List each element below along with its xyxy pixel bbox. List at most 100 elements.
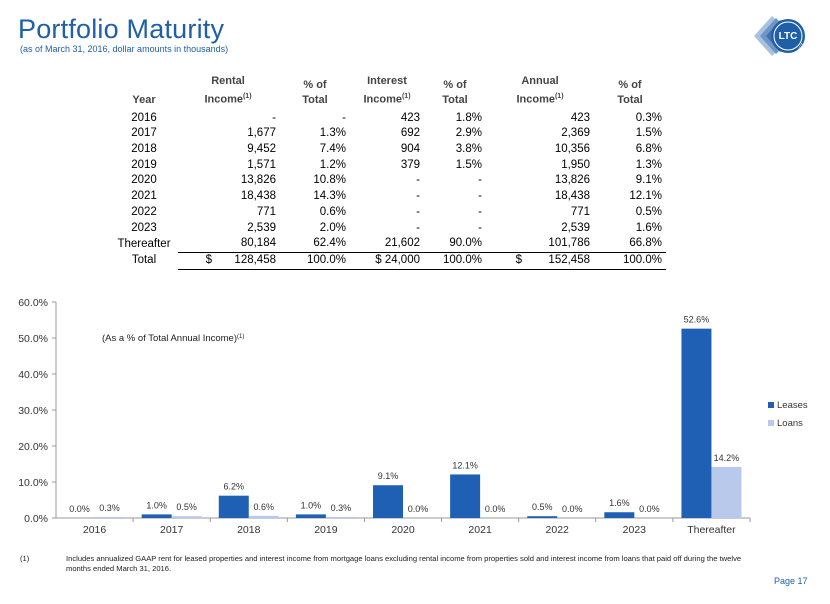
cell-annual: 423 <box>570 111 590 124</box>
x-tick-label: 2018 <box>237 524 261 536</box>
data-label-loans: 0.0% <box>639 504 660 514</box>
col-rental-pct-header: % of Total <box>302 78 328 106</box>
cell-rental: 13,826 <box>240 174 276 187</box>
bar-loans <box>171 516 202 518</box>
cell-interest: - <box>416 205 420 218</box>
cell-interest: 904 <box>400 143 420 156</box>
cell-year: 2018 <box>131 143 157 156</box>
col-rental-header: Rental Income(1) <box>204 75 252 106</box>
x-tick-label: Thereafter <box>687 524 736 536</box>
bar-leases <box>141 514 172 518</box>
x-tick-label: 2021 <box>468 524 492 536</box>
data-label-leases: 52.6% <box>684 315 710 325</box>
cell-rental: 2,539 <box>247 221 276 234</box>
cell-total-annual-currency: $ <box>486 251 526 270</box>
bar-leases <box>527 516 558 518</box>
x-tick-label: 2023 <box>623 524 647 536</box>
cell-rental: - <box>272 111 276 124</box>
x-tick-label: 2019 <box>314 524 338 536</box>
bar-loans <box>325 516 356 518</box>
y-tick-label: 20.0% <box>18 441 48 453</box>
table-row: 2019 1,571 1.2% 379 1.5% 1,950 1.3% <box>110 158 666 174</box>
bar-leases <box>681 328 712 518</box>
legend-swatch-loans <box>768 420 774 426</box>
logo-subtext: REIT <box>796 42 805 53</box>
cell-annual-pct: 0.3% <box>635 111 662 124</box>
cell-annual: 10,356 <box>554 143 590 156</box>
data-label-loans: 0.5% <box>176 502 197 512</box>
cell-rental: 1,571 <box>247 158 276 171</box>
cell-year: 2017 <box>131 127 157 140</box>
col-interest-pct-header: % of Total <box>442 78 468 106</box>
y-tick-label: 40.0% <box>18 369 48 381</box>
logo-emblem-icon <box>754 16 805 56</box>
cell-annual-pct: 0.5% <box>635 205 662 218</box>
cell-total-annual-pct: 100.0% <box>594 251 666 270</box>
cell-total-rental-currency: $ <box>178 251 216 270</box>
cell-annual: 2,539 <box>561 221 590 234</box>
cell-rental-pct: 7.4% <box>319 143 346 156</box>
data-label-leases: 12.1% <box>452 460 478 470</box>
cell-annual: 13,826 <box>554 174 590 187</box>
legend-swatch-leases <box>768 402 774 408</box>
cell-year: Thereafter <box>117 237 171 250</box>
cell-rental: 80,184 <box>240 237 276 250</box>
page-title: Portfolio Maturity <box>18 14 225 44</box>
x-tick-label: 2017 <box>160 524 184 536</box>
page-subtitle: (as of March 31, 2016, dollar amounts in… <box>20 44 229 54</box>
table-row: 2020 13,826 10.8% - - 13,826 9.1% <box>110 173 666 189</box>
maturity-bar-chart: 0.0% 10.0% 20.0% 30.0% 40.0% 50.0% 60.0% (As a … <box>18 297 808 536</box>
cell-total-interest-pct: 100.0% <box>424 251 486 270</box>
table-body: 2016 - - 423 1.8% 423 0.3% 2017 1,677 1.3% 692 2.9%… <box>110 111 666 270</box>
cell-interest-pct: 90.0% <box>449 237 482 250</box>
cell-annual: 18,438 <box>554 190 590 203</box>
cell-rental-pct: 14.3% <box>313 190 346 203</box>
cell-annual-pct: 66.8% <box>629 237 662 250</box>
logo-text: LTC <box>779 31 798 42</box>
y-tick-label: 50.0% <box>18 333 48 345</box>
bar-leases <box>373 485 403 518</box>
y-tick-label: 0.0% <box>24 513 48 525</box>
page-number: Page 17 <box>774 576 808 586</box>
cell-annual-pct: 1.5% <box>635 127 662 140</box>
cell-total-annual: 152,458 <box>526 251 594 270</box>
y-tick-label: 30.0% <box>18 405 48 417</box>
cell-rental-pct: 62.4% <box>313 237 346 250</box>
cell-rental-pct: 10.8% <box>313 174 346 187</box>
cell-rental-pct: 2.0% <box>319 221 346 234</box>
cell-total-rental-pct: 100.0% <box>280 251 350 270</box>
data-label-loans: 0.3% <box>331 503 352 513</box>
cell-annual-pct: 6.8% <box>635 143 662 156</box>
cell-annual-pct: 9.1% <box>635 174 662 187</box>
cell-interest-pct: - <box>478 205 482 218</box>
y-tick-label: 60.0% <box>18 297 48 309</box>
data-label-loans: 0.3% <box>99 503 120 513</box>
table-row: 2023 2,539 2.0% - - 2,539 1.6% <box>110 221 666 237</box>
cell-annual-pct: 1.3% <box>635 158 662 171</box>
cell-total-interest: $ 24,000 <box>350 251 424 270</box>
col-interest-header: Interest Income(1) <box>363 75 411 106</box>
cell-year: 2023 <box>131 221 157 234</box>
data-label-leases: 0.5% <box>532 502 553 512</box>
bar-loans <box>711 466 742 518</box>
table-row: 2018 9,452 7.4% 904 3.8% 10,356 6.8% <box>110 142 666 158</box>
bar-loans <box>94 516 125 518</box>
cell-interest-pct: - <box>478 174 482 187</box>
cell-interest-pct: 3.8% <box>455 143 482 156</box>
cell-rental: 1,677 <box>247 127 276 140</box>
cell-annual-pct: 12.1% <box>629 190 662 203</box>
table-total-row: Total $128,458 100.0% $ 24,000 100.0% $152,45… <box>110 251 666 270</box>
data-label-leases: 6.2% <box>224 482 245 492</box>
legend-label-leases: Leases <box>777 400 808 411</box>
cell-annual-pct: 1.6% <box>635 221 662 234</box>
y-tick-label: 10.0% <box>18 477 48 489</box>
chart-annotation: (As a % of Total Annual Income)(1) <box>102 333 244 344</box>
cell-interest: - <box>416 174 420 187</box>
cell-total-label: Total <box>131 253 157 266</box>
col-year-header: Year <box>132 93 156 106</box>
cell-annual: 2,369 <box>561 127 590 140</box>
table-row: 2021 18,438 14.3% - - 18,438 12.1% <box>110 189 666 205</box>
cell-annual: 1,950 <box>561 158 590 171</box>
maturity-table: Year Rental Income(1) % of Total Interest… <box>110 74 666 270</box>
cell-interest: - <box>416 221 420 234</box>
